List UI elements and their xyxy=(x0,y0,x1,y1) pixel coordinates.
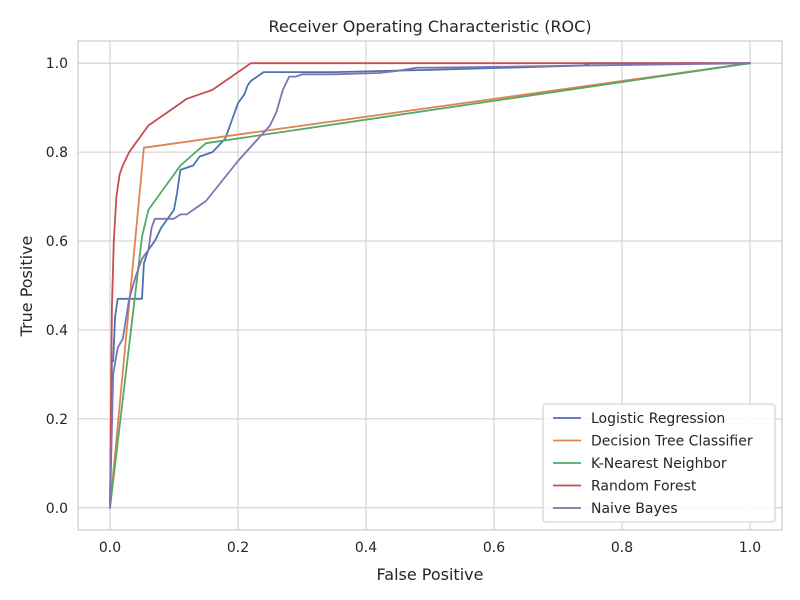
y-tick-label: 0.8 xyxy=(46,145,68,161)
series-line-decision-tree-classifier xyxy=(109,62,751,509)
legend-label-logistic-regression: Logistic Regression xyxy=(591,411,725,427)
legend-items: Logistic Regression Decision Tree Classif… xyxy=(553,411,753,517)
y-tick-label: 0.0 xyxy=(46,501,68,517)
legend-box xyxy=(542,403,776,523)
grid-layer xyxy=(78,41,782,530)
series-line-naive-bayes xyxy=(109,62,751,509)
y-axis-title: True Positive xyxy=(17,236,36,338)
x-tick-label: 0.0 xyxy=(99,540,121,556)
plot-area xyxy=(77,40,783,531)
x-tick-label: 0.8 xyxy=(611,540,633,556)
x-axis-title: False Positive xyxy=(377,565,484,584)
series-line-random-forest xyxy=(109,62,751,509)
x-tick-label: 0.2 xyxy=(227,540,249,556)
x-tick-label: 0.6 xyxy=(483,540,505,556)
y-tick-label: 0.6 xyxy=(46,234,68,250)
series-line-k-nearest-neighbor xyxy=(109,62,751,509)
y-tick-labels: 0.0 0.2 0.4 0.6 0.8 1.0 xyxy=(46,56,68,517)
series-layer xyxy=(109,62,751,509)
x-tick-labels: 0.0 0.2 0.4 0.6 0.8 1.0 xyxy=(99,540,761,556)
legend: Logistic Regression Decision Tree Classif… xyxy=(542,403,776,523)
y-tick-label: 0.4 xyxy=(46,323,68,339)
y-tick-label: 0.2 xyxy=(46,412,68,428)
plot-frame xyxy=(77,40,783,531)
legend-label-random-forest: Random Forest xyxy=(591,479,697,495)
x-tick-label: 0.4 xyxy=(355,540,377,556)
x-tick-label: 1.0 xyxy=(739,540,761,556)
legend-label-k-nearest-neighbor: K-Nearest Neighbor xyxy=(591,456,727,472)
y-tick-label: 1.0 xyxy=(46,56,68,72)
legend-label-decision-tree-classifier: Decision Tree Classifier xyxy=(591,434,753,450)
legend-label-naive-bayes: Naive Bayes xyxy=(591,501,678,517)
chart-title: Receiver Operating Characteristic (ROC) xyxy=(268,17,591,36)
